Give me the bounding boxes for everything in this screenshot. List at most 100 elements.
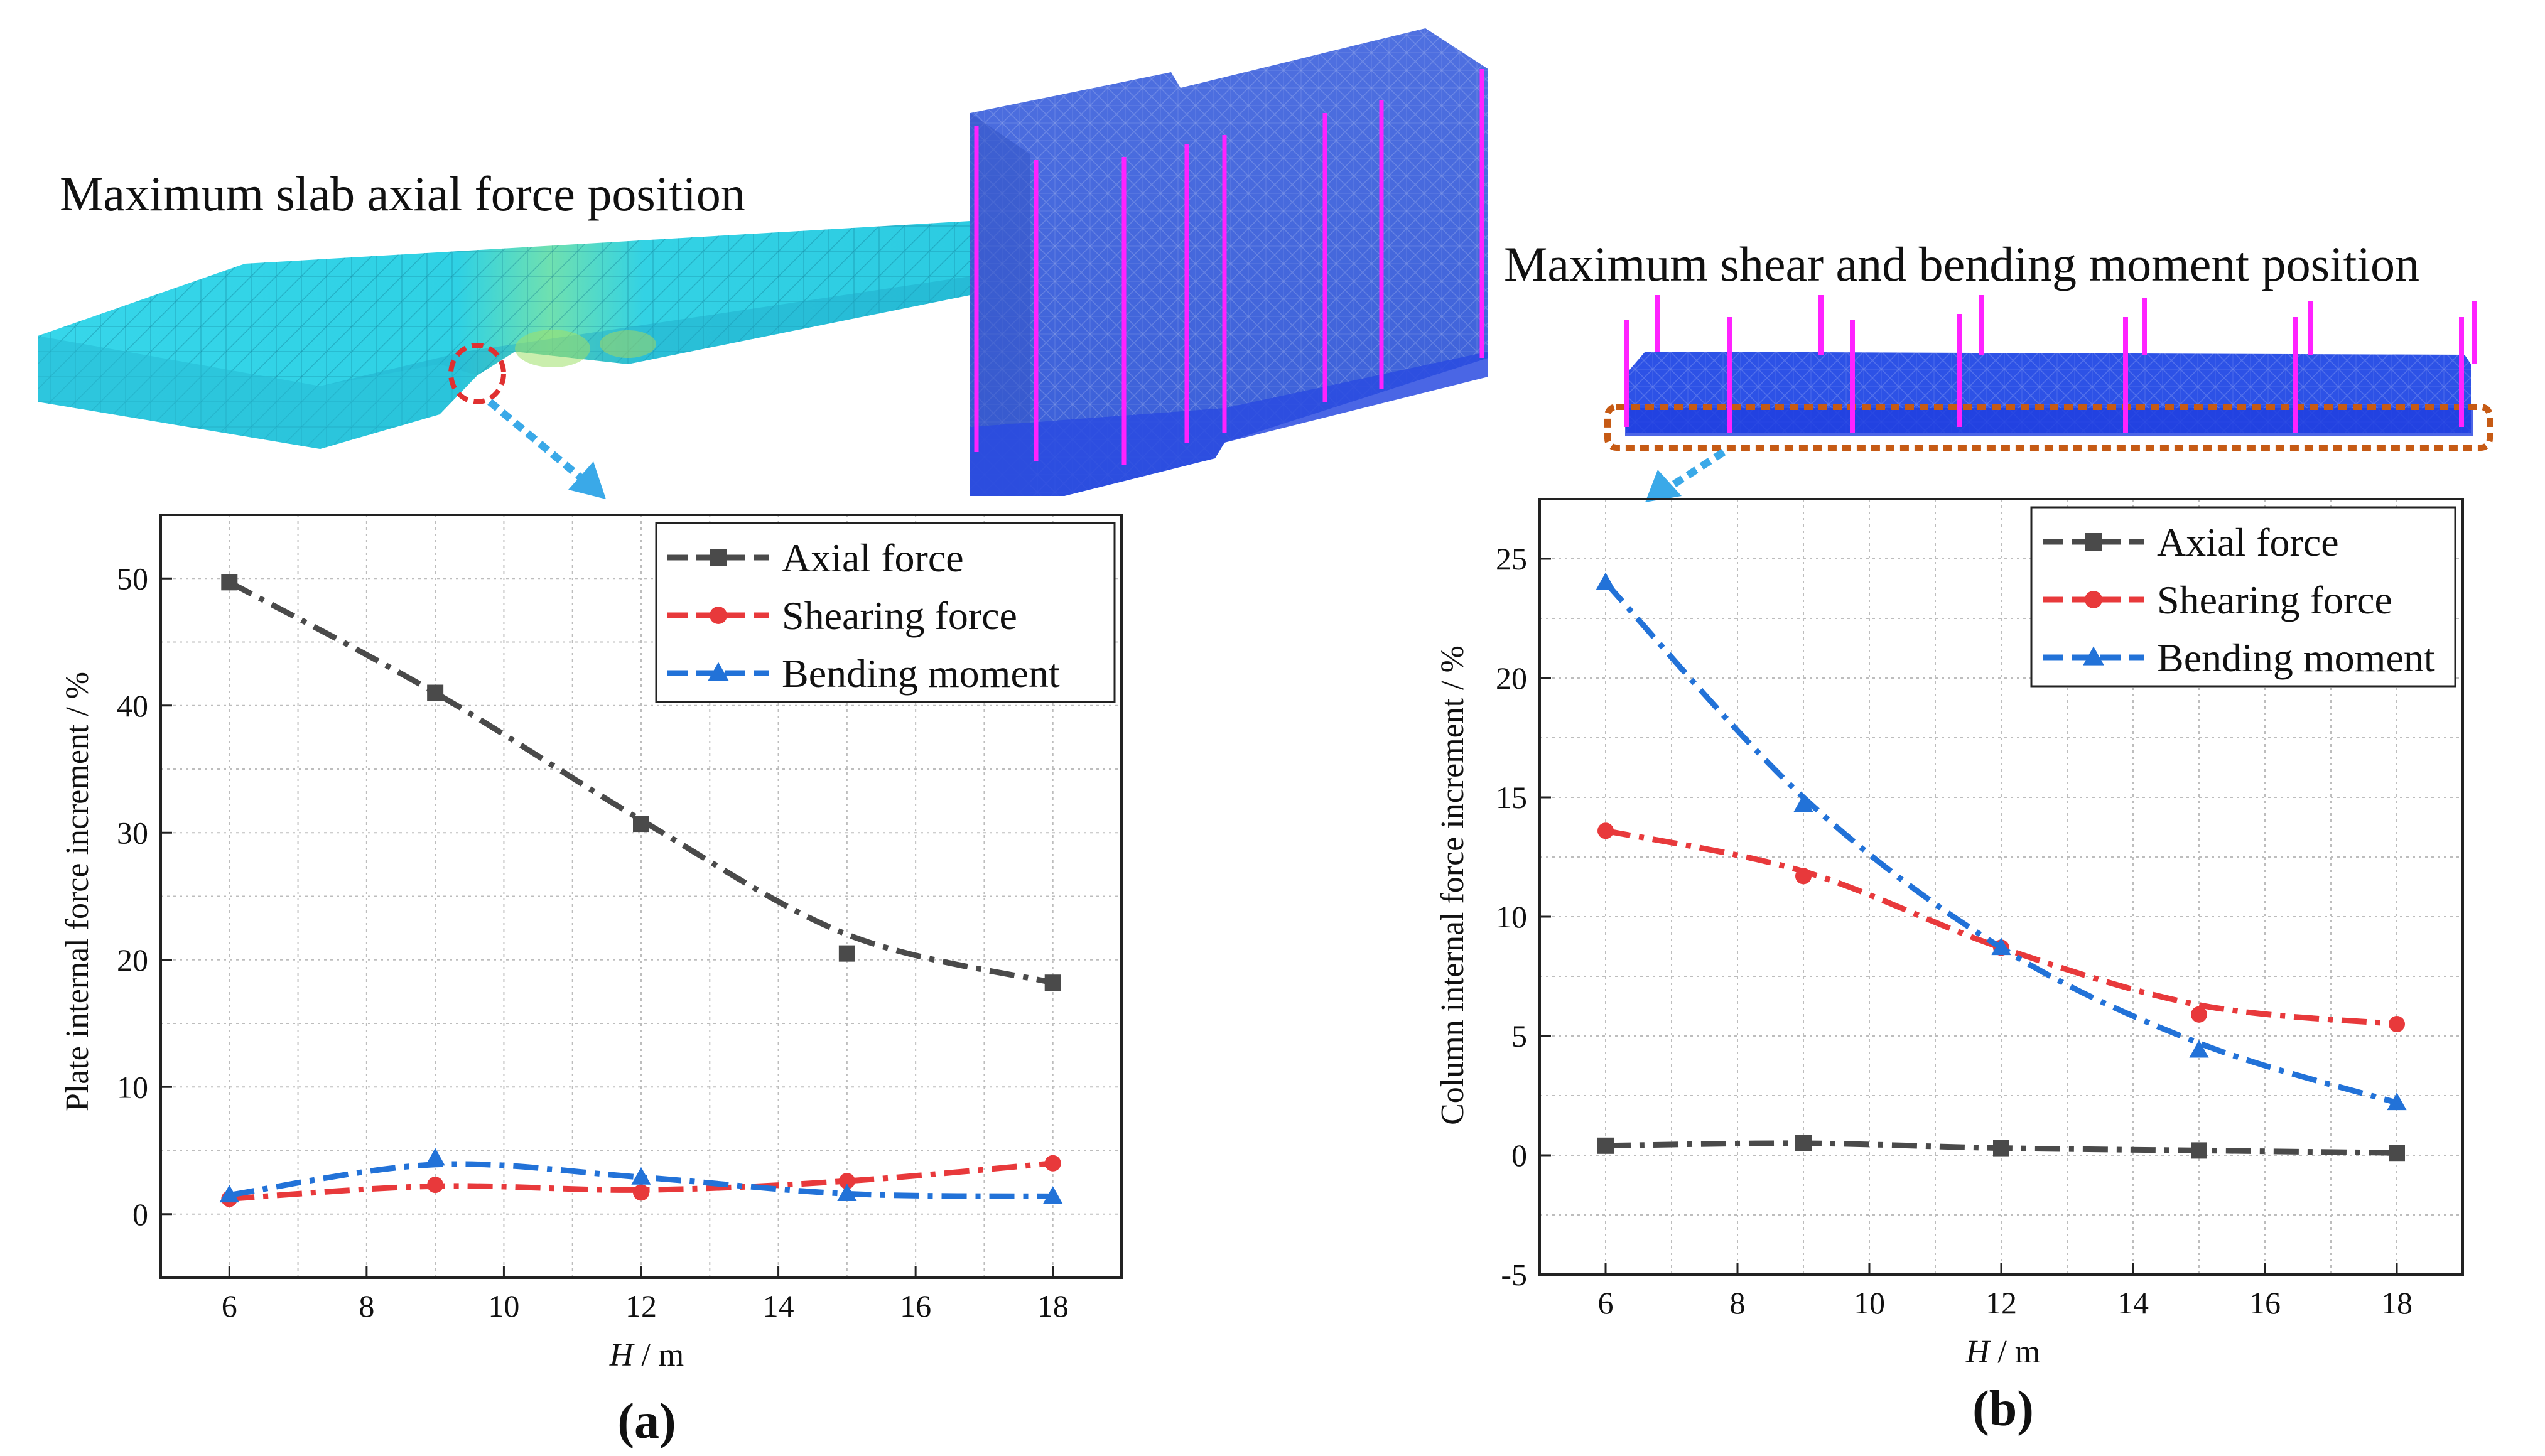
building-columns — [974, 69, 1484, 465]
chart-a-panel-label: (a) — [617, 1394, 676, 1449]
chart-b-data-point — [1795, 1135, 1812, 1151]
row-pointer-arrow — [1668, 448, 1726, 490]
slab-model-illustration: Maximum slab axial force position — [38, 166, 970, 499]
chart-a-y-tick-label: 0 — [132, 1197, 148, 1232]
chart-a-data-point — [837, 1184, 857, 1202]
chart-b-x-tick-label: 16 — [2249, 1285, 2281, 1320]
chart-a-legend-marker — [710, 607, 727, 624]
chart-b-y-tick-label: 5 — [1511, 1018, 1527, 1054]
chart-b-data-point — [2389, 1016, 2405, 1032]
slab-caption: Maximum slab axial force position — [60, 166, 745, 221]
chart-a-y-tick-label: 50 — [117, 561, 148, 596]
chart-a-x-tick-label: 16 — [900, 1288, 931, 1324]
chart-b-data-point — [2387, 1092, 2407, 1111]
chart-b-data-point — [2389, 1145, 2405, 1162]
chart-b-legend-label: Axial force — [2157, 520, 2339, 564]
chart-a-data-point — [219, 1185, 239, 1203]
column-caption: Maximum shear and bending moment positio… — [1504, 237, 2419, 291]
chart-a-series-line-1 — [229, 1160, 1054, 1202]
chart-a-legend-marker — [710, 549, 727, 566]
chart-b-data-point — [2191, 1142, 2207, 1159]
chart-b-x-axis-label: H / m — [1965, 1334, 2040, 1370]
chart-b-ticks: 6 8 10 12 14 16 18 -5 0 5 10 15 20 25 — [1496, 541, 2413, 1320]
chart-b-data-point — [1795, 868, 1812, 885]
chart-a-x-tick-label: 8 — [359, 1288, 374, 1324]
chart-a-data-point — [221, 574, 238, 591]
chart-b-x-tick-label: 6 — [1598, 1285, 1614, 1320]
chart-b-legend-label: Shearing force — [2157, 578, 2392, 622]
chart-a-series — [219, 574, 1063, 1207]
max-axial-marker — [448, 343, 506, 404]
chart-b-data-point — [2191, 1006, 2207, 1023]
chart-a-y-tick-label: 40 — [117, 688, 148, 723]
building-model-illustration — [970, 28, 1488, 496]
chart-a-x-tick-label: 12 — [625, 1288, 657, 1324]
chart-b-legend: Axial force Shearing force Bending moment — [2030, 506, 2456, 688]
chart-a-data-point — [1044, 1155, 1061, 1172]
chart-a-x-axis-label: H / m — [609, 1337, 684, 1373]
chart-b-series-line-1 — [1605, 828, 2397, 1027]
chart-a-x-tick-label: 10 — [488, 1288, 519, 1324]
chart-b-panel-label: (b) — [1972, 1381, 2034, 1437]
chart-a-legend-label: Shearing force — [782, 593, 1017, 638]
chart-b-y-tick-label: 0 — [1511, 1138, 1527, 1173]
chart-a-data-point — [838, 945, 855, 962]
chart-a-y-tick-label: 10 — [117, 1069, 148, 1104]
chart-b: 6 8 10 12 14 16 18 -5 0 5 10 15 20 25 H / m Column in… — [1435, 498, 2464, 1437]
chart-a-data-point — [838, 1173, 855, 1190]
slab-arrow-head — [568, 461, 606, 499]
row-arrow-head — [1645, 470, 1682, 502]
chart-a-legend-entries: Axial force Shearing force Bending moment — [667, 536, 1060, 696]
chart-b-legend-marker — [2083, 646, 2104, 666]
chart-a-ticks: 6 8 10 12 14 16 18 0 10 20 30 40 50 — [117, 561, 1069, 1324]
chart-a-data-point — [631, 1167, 651, 1185]
chart-b-x-tick-label: 12 — [1986, 1285, 2017, 1320]
chart-a-data-point — [427, 1177, 444, 1194]
chart-a-data-point — [1043, 1186, 1063, 1204]
chart-a-legend-label: Bending moment — [782, 651, 1060, 696]
chart-a-legend: Axial force Shearing force Bending moment — [655, 522, 1116, 703]
chart-b-data-point — [1993, 1140, 2009, 1157]
chart-b-legend-marker — [2085, 591, 2102, 608]
chart-a-series-line-0 — [228, 580, 1054, 986]
chart-b-y-tick-label: 15 — [1496, 780, 1527, 815]
chart-a-x-tick-label: 6 — [222, 1288, 237, 1324]
chart-b-legend-entries: Axial force Shearing force Bending moment — [2043, 520, 2435, 680]
highlight-box — [1604, 404, 2493, 451]
chart-a-data-point — [427, 684, 444, 701]
chart-b-y-tick-label: 20 — [1496, 661, 1527, 696]
chart-a-y-tick-label: 30 — [117, 815, 148, 850]
chart-a-x-tick-label: 18 — [1037, 1288, 1069, 1324]
slab-model — [38, 221, 970, 449]
chart-a: 6 8 10 12 14 16 18 0 10 20 30 40 50 H / m Plate inte… — [60, 514, 1123, 1449]
chart-a-data-point — [633, 1184, 649, 1201]
chart-b-x-tick-label: 18 — [2381, 1285, 2413, 1320]
chart-b-series-line-2 — [1603, 580, 2398, 1106]
chart-b-x-tick-label: 8 — [1730, 1285, 1746, 1320]
slab-pointer-arrow — [487, 399, 586, 483]
chart-b-data-point — [1597, 822, 1614, 839]
chart-a-x-tick-label: 14 — [763, 1288, 794, 1324]
row-columns — [1624, 295, 2477, 433]
chart-a-data-point — [1044, 974, 1061, 991]
column-row-illustration: Maximum shear and bending moment positio… — [1504, 237, 2493, 502]
chart-b-y-axis-label: Column internal force increment / % — [1435, 645, 1471, 1125]
chart-b-legend-marker — [2085, 533, 2102, 551]
chart-a-legend-label: Axial force — [782, 536, 964, 580]
chart-b-x-tick-label: 14 — [2117, 1285, 2149, 1320]
chart-b-data-point — [1793, 794, 1813, 812]
chart-b-series — [1596, 572, 2407, 1162]
chart-b-legend-label: Bending moment — [2157, 635, 2435, 680]
chart-a-y-axis-label: Plate internal force increment / % — [60, 672, 95, 1111]
chart-a-y-tick-label: 20 — [117, 942, 148, 978]
chart-b-x-tick-label: 10 — [1854, 1285, 1885, 1320]
chart-b-data-point — [1596, 572, 1616, 590]
chart-b-y-tick-label: -5 — [1501, 1257, 1527, 1292]
chart-b-y-tick-label: 25 — [1496, 541, 1527, 576]
chart-a-data-point — [425, 1148, 445, 1166]
chart-b-data-point — [1991, 937, 2011, 956]
chart-a-legend-marker — [708, 662, 729, 681]
chart-b-data-point — [2189, 1040, 2209, 1058]
chart-a-data-point — [633, 816, 649, 833]
